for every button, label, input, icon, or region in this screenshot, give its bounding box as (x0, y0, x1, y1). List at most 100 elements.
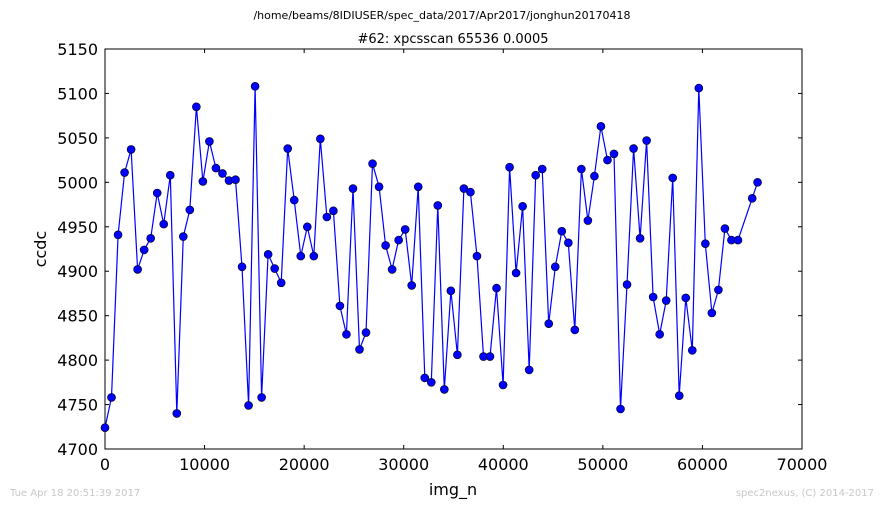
data-point (165, 170, 175, 180)
data-point (205, 137, 214, 146)
data-point (348, 184, 358, 193)
data-point (609, 149, 619, 159)
y-tick-label: 5150 (57, 40, 98, 59)
data-point (139, 245, 149, 255)
data-point (511, 268, 521, 278)
data-point (152, 188, 162, 198)
data-point (192, 102, 201, 112)
data-point (498, 380, 508, 390)
data-point (133, 265, 142, 274)
data-point (459, 184, 469, 193)
data-point (218, 169, 227, 178)
y-tick-label: 4950 (57, 218, 98, 237)
data-point (244, 401, 253, 410)
data-point (381, 241, 390, 250)
data-point (309, 251, 319, 261)
y-tick-label: 4800 (57, 351, 98, 370)
series-line (104, 86, 759, 428)
data-point (583, 216, 593, 225)
x-tick-label: 10000 (179, 455, 230, 474)
data-point (655, 330, 664, 339)
data-point (590, 171, 599, 181)
data-point (720, 224, 730, 233)
data-point (747, 194, 757, 203)
data-point (694, 83, 704, 93)
data-point (446, 286, 456, 296)
data-point (146, 234, 155, 243)
y-tick-label: 5050 (57, 129, 98, 148)
data-point (276, 278, 286, 288)
data-point (283, 144, 293, 153)
data-point (211, 163, 221, 173)
data-point (172, 409, 182, 418)
data-point (335, 301, 345, 311)
data-point (707, 308, 717, 318)
data-point (198, 177, 208, 186)
data-point (616, 404, 625, 414)
data-point (270, 264, 279, 273)
data-point (544, 319, 554, 328)
x-tick-label: 60000 (677, 455, 728, 474)
data-point (237, 262, 247, 272)
data-point (100, 423, 110, 432)
data-point (564, 238, 573, 248)
y-tick-label: 4900 (57, 262, 98, 281)
data-point (453, 350, 462, 360)
data-point (687, 346, 697, 355)
data-point (179, 232, 188, 241)
data-point (302, 222, 312, 232)
footer-credit: spec2nexus, (C) 2014-2017 (735, 488, 874, 499)
data-point (753, 178, 762, 187)
data-point (387, 265, 397, 274)
data-point (316, 134, 325, 144)
data-point (622, 280, 632, 289)
x-tick-label: 50000 (577, 455, 628, 474)
data-point (648, 292, 658, 302)
data-point (714, 285, 723, 295)
y-tick-label: 5100 (57, 84, 98, 103)
y-tick-label: 4750 (57, 396, 98, 415)
data-point (681, 293, 691, 303)
data-point (185, 205, 195, 215)
data-point (361, 328, 371, 337)
y-tick-label: 4850 (57, 307, 98, 326)
data-point (440, 385, 449, 394)
data-point (355, 345, 364, 354)
data-point (113, 230, 123, 240)
data-point (257, 393, 266, 402)
data-point (524, 365, 534, 375)
data-point (394, 235, 403, 245)
data-point (250, 82, 260, 91)
plot-area: 0 10000 20000 30000 40000 50000 60000 70000 4700… (57, 40, 827, 474)
data-point (263, 250, 273, 259)
x-tick-label: 0 (100, 455, 110, 474)
data-point (472, 251, 482, 261)
data-point (674, 391, 684, 400)
x-tick-label: 20000 (279, 455, 330, 474)
data-point (642, 136, 651, 145)
data-point (537, 164, 547, 174)
data-point (629, 144, 638, 153)
y-tick-label: 5000 (57, 173, 98, 192)
x-tick-label: 30000 (378, 455, 429, 474)
data-point (413, 182, 423, 192)
data-point (668, 173, 678, 183)
data-point (120, 168, 129, 177)
y-axis-label: ccdc (31, 231, 50, 268)
data-point (322, 212, 332, 222)
data-point (701, 239, 710, 248)
data-point (661, 296, 671, 305)
data-point (518, 202, 527, 211)
data-point (296, 251, 306, 261)
data-point (492, 283, 501, 293)
data-point (596, 122, 606, 131)
data-point (126, 145, 136, 154)
chart-suptitle: /home/beams/8IDIUSER/spec_data/2017/Apr2… (253, 9, 630, 22)
data-point (485, 352, 495, 361)
data-point (733, 235, 743, 245)
data-point (466, 187, 475, 197)
data-point (374, 182, 384, 192)
data-point (550, 262, 560, 272)
chart-title: #62: xpcsscan 65536 0.0005 (357, 32, 548, 47)
data-point (531, 170, 540, 180)
